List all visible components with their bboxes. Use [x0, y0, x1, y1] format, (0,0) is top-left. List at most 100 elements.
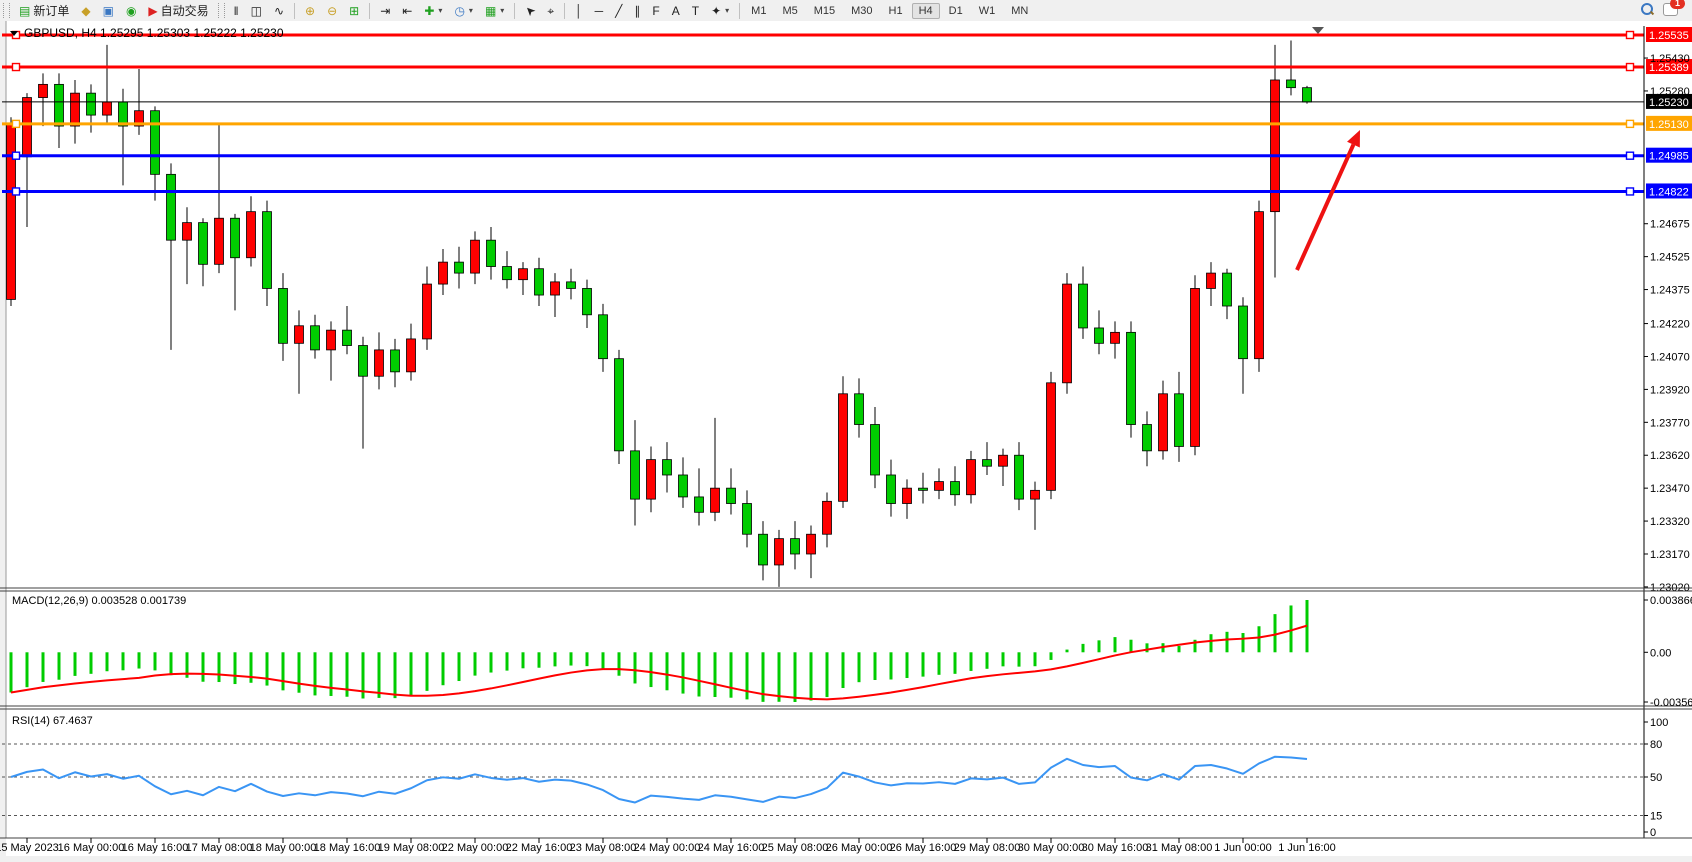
templates-button[interactable]: ▦ ▾ [480, 3, 509, 19]
price-label-box [1646, 115, 1692, 131]
zoom-out-button[interactable]: ⊖ [322, 3, 342, 19]
bar-chart-button[interactable]: ‖ [229, 3, 244, 19]
candle-body [726, 487, 736, 504]
price-label-box [1646, 26, 1692, 42]
line-handle[interactable] [11, 119, 21, 129]
channel-tool-button[interactable]: ∥ [629, 3, 645, 19]
price-tick-label: 1.23920 [1650, 384, 1690, 396]
time-tick-label: 23 May 08:00 [570, 842, 637, 854]
timeframe-W1[interactable]: W1 [978, 4, 996, 17]
line-handle[interactable] [1625, 187, 1635, 196]
line-handle[interactable] [1625, 119, 1635, 129]
candle-body [598, 314, 608, 360]
candle-body [1142, 424, 1152, 452]
rsi-axis-label: 80 [1650, 739, 1662, 751]
time-tick-label: 16 May 16:00 [122, 842, 189, 854]
text-tool-button[interactable]: A [667, 3, 685, 19]
timeframe-H4[interactable]: H4 [911, 2, 940, 19]
time-tick-label: 18 May 16:00 [314, 842, 381, 854]
horizontal-line-1.24822[interactable]: 1.24822 [2, 183, 1692, 199]
new-order-icon: ▤ [19, 3, 31, 18]
current-price-label: 1.25230 [1649, 97, 1689, 109]
candle-body [278, 288, 288, 344]
timeframe-D1[interactable]: D1 [948, 4, 963, 17]
zoom-in-button[interactable]: ⊕ [300, 3, 320, 19]
candle-body [838, 393, 848, 502]
candle-body [1126, 331, 1136, 425]
chart-canvas[interactable]: 1.25535 1.25389 1.25130 1.24985 1.24822 1.252… [0, 21, 1692, 862]
candle-body [406, 338, 416, 373]
candle-body [1174, 393, 1184, 447]
candlestick-chart-button[interactable]: ◫ [246, 3, 267, 19]
horizontal-line-1.25389[interactable]: 1.25389 [2, 59, 1692, 75]
arrow-annotation[interactable] [1295, 130, 1360, 271]
periods-button[interactable]: ◷ ▾ [449, 3, 478, 19]
shapes-tool-button[interactable]: ✦ ▾ [706, 3, 734, 19]
timeframe-M5[interactable]: M5 [782, 4, 798, 17]
navigator-button[interactable]: ▣ [98, 3, 119, 19]
line-handle[interactable] [11, 62, 21, 72]
tile-windows-icon: ⊞ [349, 3, 360, 18]
trendline-tool-button[interactable]: ╱ [610, 3, 627, 19]
vertical-line-tool-button[interactable]: │ [570, 3, 588, 19]
timeframe-M1[interactable]: M1 [751, 4, 767, 17]
chart-shift-button[interactable]: ⇤ [397, 3, 417, 19]
chart-shift-marker[interactable] [1312, 27, 1324, 34]
candle-body [326, 329, 336, 351]
timeframe-M30[interactable]: M30 [851, 4, 873, 17]
timeframe-M15[interactable]: M15 [813, 4, 836, 17]
tile-windows-button[interactable]: ⊞ [344, 3, 364, 19]
candle-body [742, 503, 752, 535]
cursor-tool-button[interactable]: ➤ [520, 2, 540, 19]
horizontal-line-1.25130[interactable]: 1.25130 [2, 115, 1692, 131]
line-chart-button[interactable]: ∿ [269, 3, 289, 19]
candle-body [646, 459, 656, 500]
horizontal-line-1.25535[interactable]: 1.25535 [2, 26, 1692, 42]
text-label-tool-button[interactable]: T [687, 3, 704, 19]
indicators-icon: ✚ [424, 3, 435, 18]
auto-scroll-button[interactable]: ⇥ [375, 3, 395, 19]
line-handle[interactable] [11, 187, 21, 196]
symbol-dropdown-icon[interactable] [10, 31, 18, 36]
notifications-button[interactable]: 1 [1663, 0, 1685, 19]
fibonacci-tool-button[interactable]: F [647, 3, 664, 19]
horizontal-line-1.24985[interactable]: 1.24985 [2, 147, 1692, 163]
macd-signal-line [10, 624, 1308, 701]
line-handle[interactable] [11, 151, 21, 160]
line-handle[interactable] [1625, 62, 1635, 72]
chart-title: GBPUSD, H4 1.25295 1.25303 1.25222 1.252… [10, 26, 284, 40]
price-tick-label: 1.23320 [1650, 516, 1690, 528]
auto-scroll-icon: ⇥ [380, 3, 391, 18]
signals-button[interactable]: ◉ [121, 3, 141, 19]
toolbar: ▤ 新订单 ◆ ▣ ◉ ▶ 自动交易 ‖ ◫ ∿ ⊕ ⊖ ⊞ ⇥ ⇤ ✚ ▾ [0, 0, 1692, 22]
price-label: 1.25535 [1649, 30, 1689, 42]
price-tick-label: 1.23620 [1650, 450, 1690, 462]
timeframe-MN[interactable]: MN [1011, 4, 1029, 17]
candle-body [38, 83, 48, 98]
indicators-button[interactable]: ✚ ▾ [419, 3, 447, 19]
line-handle[interactable] [1625, 30, 1635, 40]
crosshair-tool-button[interactable]: ⌖ [542, 3, 559, 19]
timeframe-H1[interactable]: H1 [888, 4, 903, 17]
time-tick-label: 30 May 16:00 [1082, 842, 1149, 854]
price-axis[interactable]: 1.25430 1.25280 1.24675 1.24525 1.24375 1.242… [1643, 26, 1690, 838]
market-watch-button[interactable]: ◆ [76, 3, 95, 19]
horizontal-line-tool-button[interactable]: ─ [590, 3, 609, 19]
candle-body [662, 459, 672, 476]
line-handle[interactable] [1625, 151, 1635, 160]
candle-body [934, 481, 944, 491]
macd-indicator: 0.003866 0.00 -0.003569 MACD(12,26,9) 0.003… [9, 595, 1692, 709]
price-label-box [1646, 147, 1692, 163]
new-order-button[interactable]: ▤ 新订单 [14, 0, 74, 21]
chevron-down-icon: ▾ [500, 6, 505, 15]
candle-body [470, 239, 480, 274]
autotrade-button[interactable]: ▶ 自动交易 [143, 0, 213, 21]
rsi-label: RSI(14) 67.4637 [12, 715, 93, 727]
candle-body [902, 487, 912, 504]
candle-body [262, 211, 272, 289]
price-label-box [1646, 183, 1692, 199]
macd-label: MACD(12,26,9) 0.003528 0.001739 [12, 595, 186, 607]
search-button[interactable] [1641, 3, 1653, 18]
clock-icon: ◷ [454, 3, 465, 18]
